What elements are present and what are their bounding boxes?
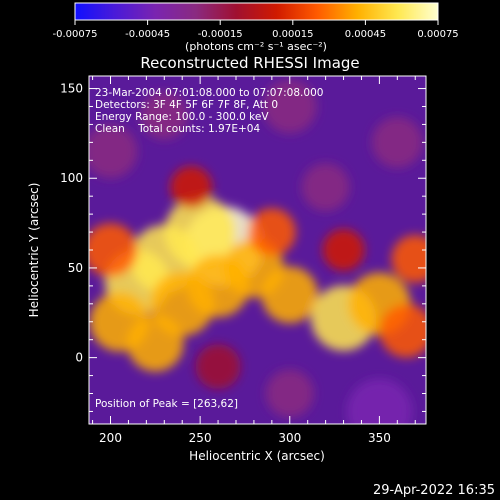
axis-ticks — [89, 76, 426, 424]
heatmap-blob — [346, 378, 413, 424]
y-tick-label: 0 — [75, 351, 83, 365]
x-tick-label: 200 — [99, 431, 122, 445]
heatmap-blob — [170, 166, 213, 209]
heatmap-blob — [261, 266, 319, 324]
footer-timestamp: 29-Apr-2022 16:35 — [373, 483, 495, 498]
colorbar-unit-label: (photons cm⁻² s⁻¹ asec⁻²) — [185, 40, 327, 53]
colorbar-tick-label: 0.00075 — [417, 29, 458, 40]
x-tick-label: 350 — [368, 431, 391, 445]
colorbar-tick-label: 0.00015 — [272, 29, 313, 40]
x-tick-label: 250 — [189, 431, 212, 445]
y-tick-label: 50 — [68, 261, 83, 275]
heatmap-blob — [89, 124, 138, 179]
x-tick-label: 300 — [278, 431, 301, 445]
heatmap-blob — [247, 208, 296, 256]
colorbar-ticks — [74, 20, 439, 25]
y-tick-label: 100 — [60, 171, 83, 185]
colorbar-tick-label: -0.00045 — [125, 29, 170, 40]
heatmap-blob — [379, 303, 426, 358]
x-axis-label: Heliocentric X (arcsec) — [189, 449, 325, 463]
heatmap-blob — [262, 79, 317, 134]
heatmap-blob — [391, 235, 426, 283]
heatmap-blob — [322, 229, 365, 271]
colorbar-tick-labels: -0.00075 -0.00045 -0.00015 0.00015 0.00045 0.… — [53, 29, 459, 40]
heatmap-blob — [140, 91, 189, 140]
info-line-energy: Energy Range: 100.0 - 300.0 keV — [95, 111, 269, 123]
peak-position-label: Position of Peak = [263,62] — [95, 398, 238, 410]
info-line-clean: Clean Total counts: 1.97E+04 — [95, 123, 260, 135]
heatmap-blob — [265, 369, 314, 418]
y-tick-label: 150 — [60, 82, 83, 96]
y-axis-label: Heliocentric Y (arcsec) — [27, 183, 41, 318]
colorbar-tick-label: 0.00045 — [345, 29, 386, 40]
x-tick-labels: 200 250 300 350 — [99, 431, 391, 445]
info-block: 23-Mar-2004 07:01:08.000 to 07:07:08.000… — [95, 87, 323, 135]
heatmap-blob — [301, 163, 350, 212]
heatmap-blob — [127, 315, 184, 372]
colorbar-tick-label: -0.00015 — [198, 29, 243, 40]
colorbar-tick-label: -0.00075 — [53, 29, 98, 40]
heatmap-blob — [371, 117, 423, 168]
heatmap-blob — [195, 344, 241, 389]
info-line-time: 23-Mar-2004 07:01:08.000 to 07:07:08.000 — [95, 87, 323, 99]
chart-title: Reconstructed RHESSI Image — [140, 54, 359, 72]
heatmap-blob — [89, 223, 138, 277]
y-tick-labels: 0 50 100 150 — [60, 82, 83, 365]
heatmap-field — [89, 79, 426, 424]
colorbar — [74, 2, 439, 21]
info-line-detectors: Detectors: 3F 4F 5F 6F 7F 8F, Att 0 — [95, 99, 278, 111]
